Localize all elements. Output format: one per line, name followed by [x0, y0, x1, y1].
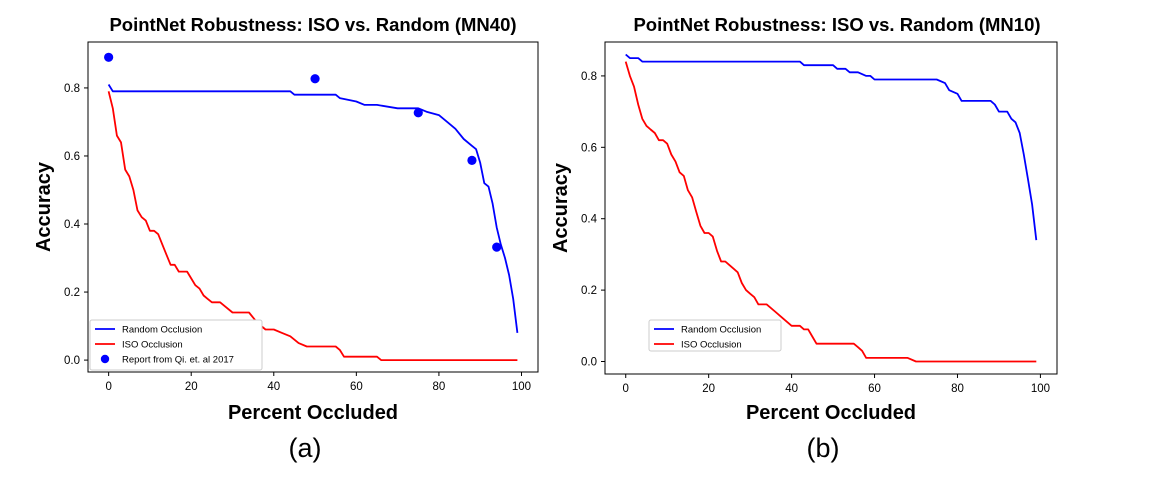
chart-title: PointNet Robustness: ISO vs. Random (MN1… [633, 14, 1040, 35]
x-tick-label: 80 [951, 383, 964, 395]
x-tick-label: 100 [1031, 383, 1050, 395]
x-tick-label: 0 [623, 383, 629, 395]
series-line-iso-occlusion [624, 61, 1037, 363]
legend-box [89, 319, 263, 371]
panel-caption: (a) [289, 433, 322, 463]
panel-caption: (b) [807, 433, 840, 463]
legend-label: ISO Occlusion [681, 340, 742, 351]
legend: Random Occlusion ISO Occlusion [648, 319, 782, 352]
scatter-point [467, 155, 477, 165]
legend-label: Report from Qi. et. al 2017 [122, 355, 234, 366]
legend-item: ISO Occlusion [95, 340, 183, 351]
y-axis-label: Accuracy [550, 162, 572, 253]
series-line-random-occlusion [107, 84, 519, 334]
x-tick-label: 40 [785, 383, 798, 395]
y-axis-label: Accuracy [33, 161, 55, 252]
x-tick-label: 100 [512, 381, 531, 393]
y-tick-label: 0.2 [64, 287, 80, 299]
plot-frame [87, 41, 539, 373]
legend-label: ISO Occlusion [122, 340, 183, 351]
x-tick-label: 60 [350, 381, 363, 393]
scatter-point [310, 74, 320, 84]
legend-item: ISO Occlusion [654, 340, 742, 351]
x-axis-label: Percent Occluded [746, 402, 916, 424]
legend-label: Random Occlusion [681, 325, 761, 336]
legend-item: Report from Qi. et. al 2017 [100, 354, 234, 366]
scatter-point [413, 108, 423, 118]
legend-label: Random Occlusion [122, 325, 202, 336]
y-tick-label: 0.6 [581, 142, 597, 154]
x-tick-label: 40 [267, 381, 280, 393]
legend: Random Occlusion ISO Occlusion Report from… [89, 319, 263, 371]
x-axis-label: Percent Occluded [228, 402, 398, 424]
y-tick-label: 0.8 [64, 83, 80, 95]
scatter-point [104, 52, 114, 62]
x-tick-label: 0 [105, 381, 111, 393]
y-tick-label: 0.8 [581, 71, 597, 83]
series-line-iso-occlusion [107, 91, 518, 362]
y-tick-label: 0.4 [581, 214, 598, 226]
scatter-point [492, 242, 502, 252]
y-tick-label: 0.2 [581, 285, 597, 297]
y-tick-label: 0.4 [64, 219, 81, 231]
legend-box [648, 319, 782, 352]
y-tick-label: 0.0 [64, 355, 80, 367]
legend-item: Random Occlusion [654, 325, 761, 336]
plot-frame [604, 41, 1058, 375]
legend-swatch-marker [100, 354, 110, 364]
x-tick-label: 60 [868, 383, 881, 395]
x-tick-label: 20 [702, 383, 715, 395]
series-line-random-occlusion [625, 53, 1038, 241]
y-tick-label: 0.0 [581, 357, 597, 369]
x-tick-label: 20 [185, 381, 198, 393]
x-tick-label: 80 [433, 381, 446, 393]
chart-panel-a: PointNet Robustness: ISO vs. Random (MN4… [33, 14, 539, 463]
chart-panel-b: PointNet Robustness: ISO vs. Random (MN1… [550, 14, 1058, 463]
chart-title: PointNet Robustness: ISO vs. Random (MN4… [109, 14, 516, 35]
legend-item: Random Occlusion [95, 325, 202, 336]
y-tick-label: 0.6 [64, 151, 80, 163]
